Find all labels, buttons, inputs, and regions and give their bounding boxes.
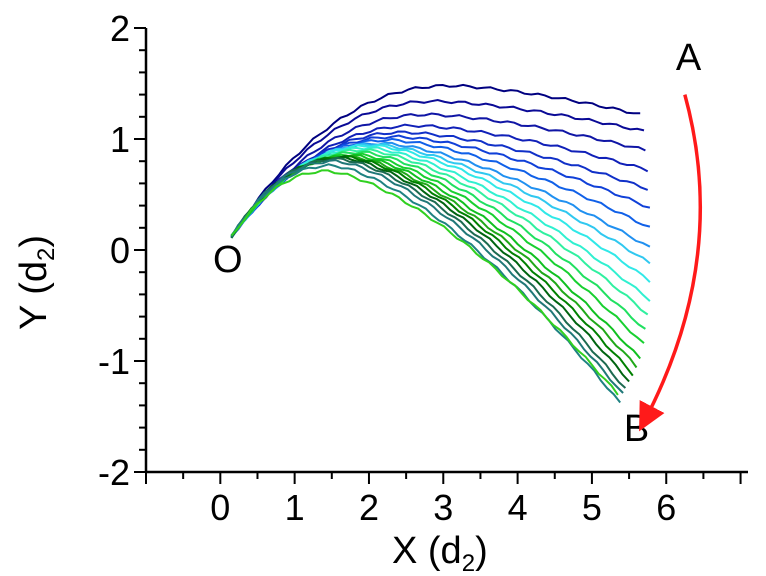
x-tick-label: 1 <box>285 487 305 528</box>
origin-label-o: O <box>213 239 243 281</box>
series-line-21 <box>230 163 621 404</box>
series-line-6 <box>230 134 651 239</box>
point-label-b: B <box>624 408 649 450</box>
y-tick-label: 1 <box>110 119 130 160</box>
point-label-a: A <box>676 37 702 79</box>
x-tick-label: 3 <box>433 487 453 528</box>
y-tick-label: -2 <box>98 452 130 493</box>
x-tick-label: 4 <box>508 487 528 528</box>
x-tick-label: 6 <box>656 487 676 528</box>
tick-labels: 0 1 2 3 4 5 6 -2 -1 0 1 2 <box>98 8 676 528</box>
series-line-16 <box>230 154 638 369</box>
series-line-18 <box>230 155 630 383</box>
series-line-11 <box>230 146 651 302</box>
arrow-curve <box>639 94 702 432</box>
series-line-3 <box>230 112 646 237</box>
series-layer <box>230 83 651 404</box>
y-tick-label: 0 <box>110 230 130 271</box>
series-line-22 <box>230 169 619 396</box>
axes-layer <box>134 27 748 484</box>
a-to-b-arrow <box>639 94 702 432</box>
x-tick-label: 0 <box>210 487 230 528</box>
x-tick-label: 5 <box>582 487 602 528</box>
y-tick-label: -1 <box>98 341 130 382</box>
x-axis-title: X (d2) <box>392 530 488 576</box>
y-axis-title: Y (d2) <box>13 235 60 330</box>
series-line-2 <box>230 98 645 237</box>
series-line-19 <box>230 156 627 389</box>
series-line-20 <box>230 159 624 394</box>
x-tick-label: 2 <box>359 487 379 528</box>
series-line-1 <box>230 83 641 238</box>
y-tick-label: 2 <box>110 8 130 49</box>
